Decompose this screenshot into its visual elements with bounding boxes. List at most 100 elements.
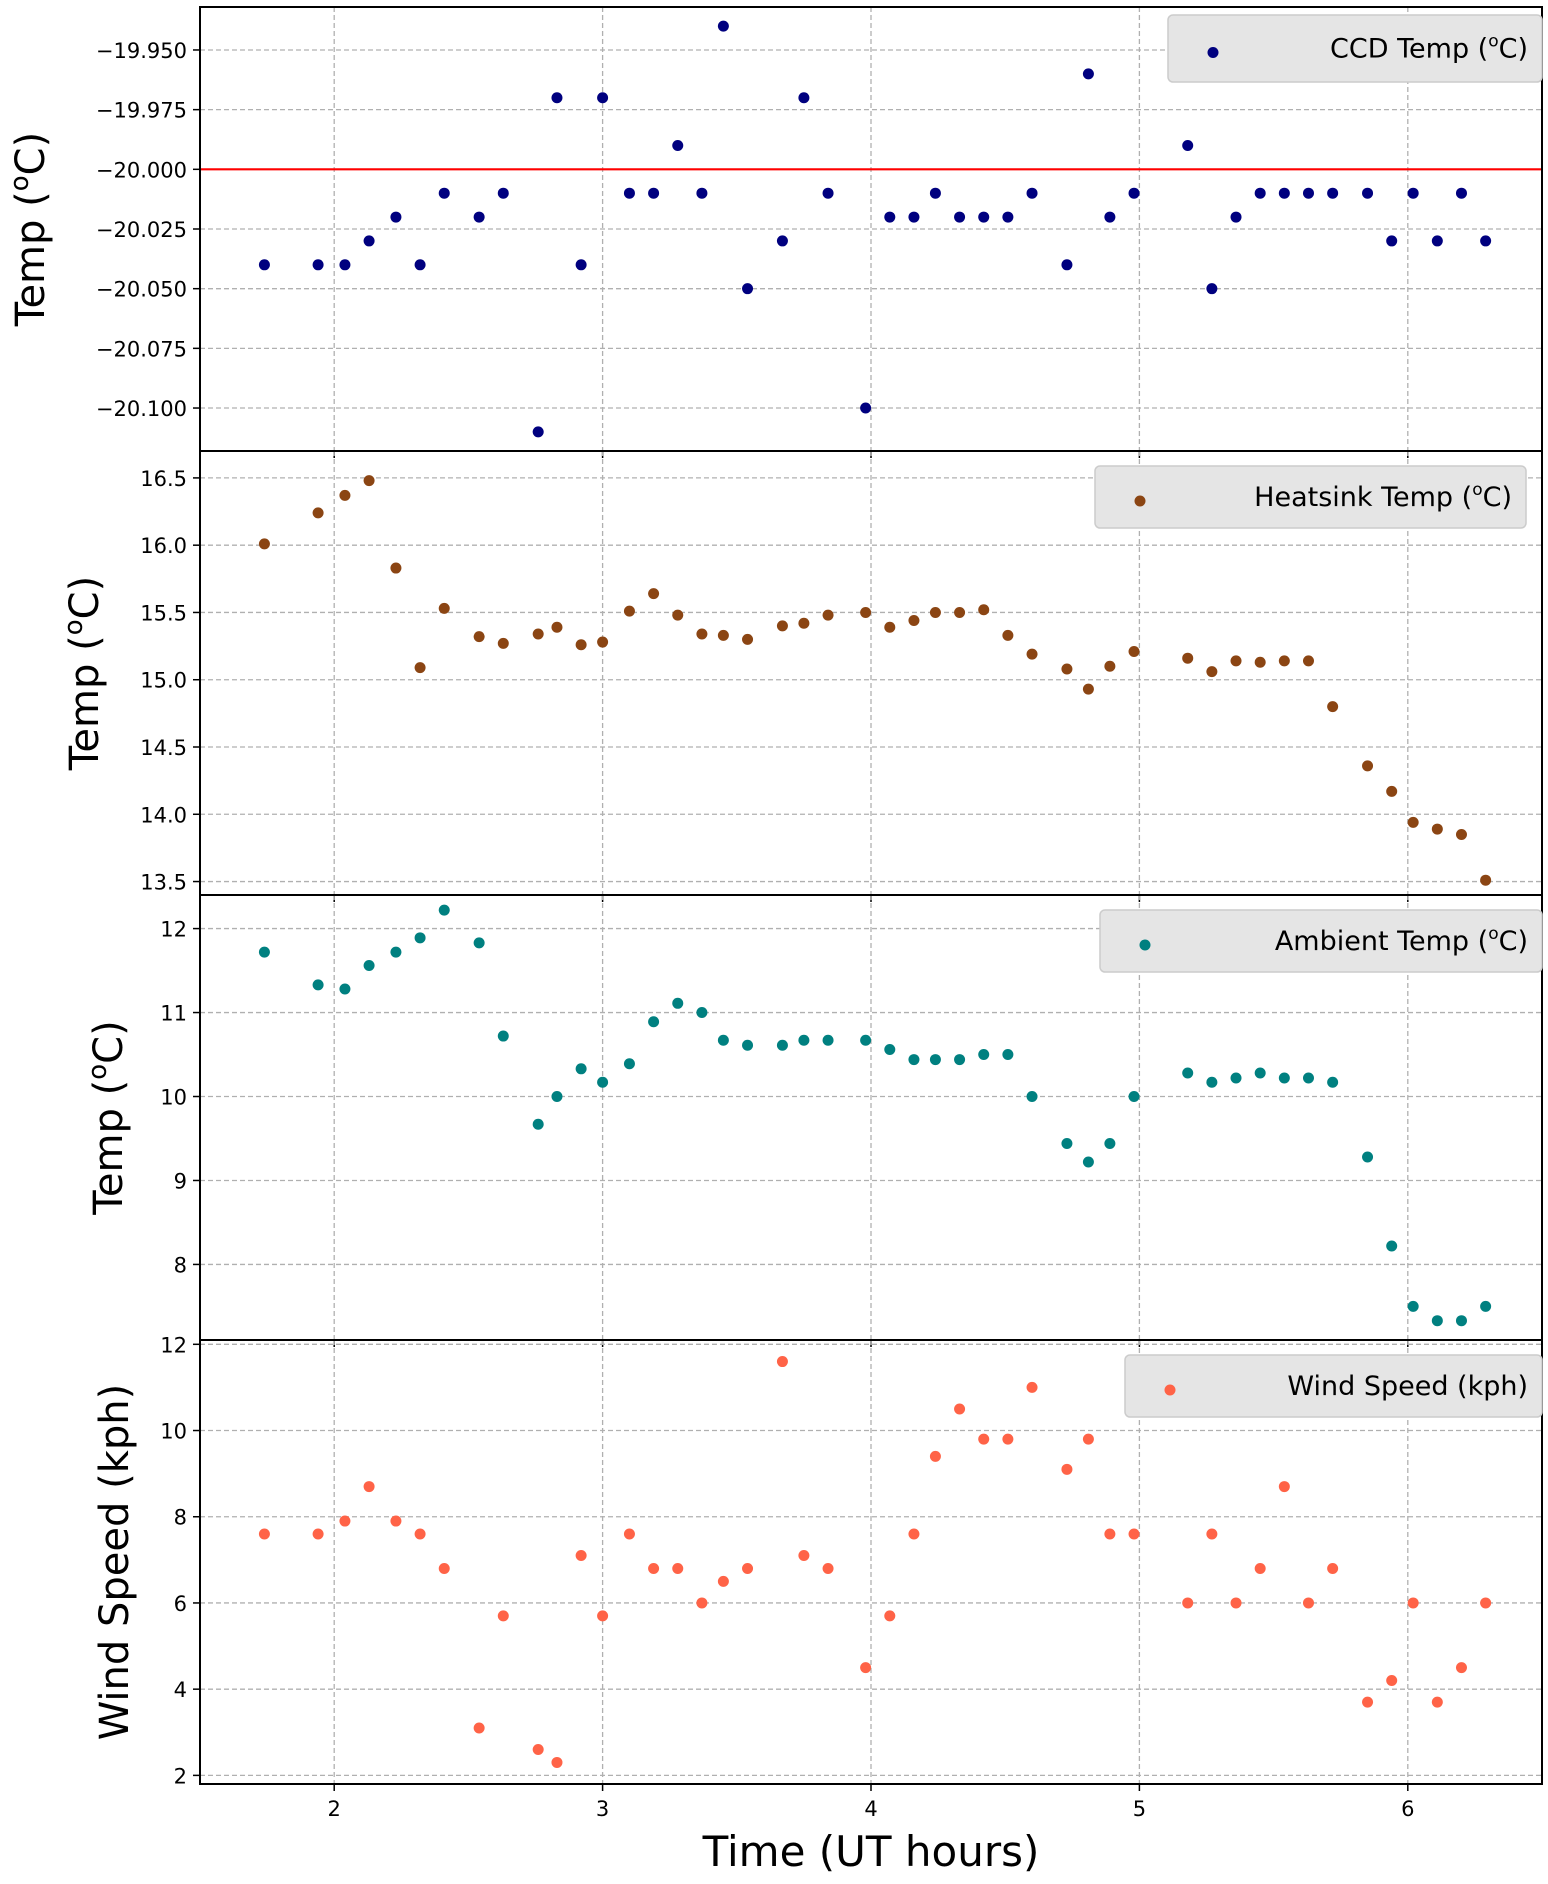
- data-point: [414, 1528, 426, 1540]
- legend-label: CCD Temp (oC): [1330, 32, 1528, 65]
- data-point: [860, 402, 872, 414]
- data-point: [860, 1034, 872, 1046]
- data-point: [1386, 785, 1398, 797]
- data-point: [978, 1433, 990, 1445]
- data-point: [1182, 1067, 1194, 1079]
- data-point: [1302, 1072, 1314, 1084]
- data-point: [822, 187, 834, 199]
- data-point: [1327, 701, 1339, 713]
- y-tick-label: −19.975: [96, 99, 187, 123]
- data-point: [1431, 1696, 1443, 1708]
- y-tick-label: 12: [160, 1333, 187, 1357]
- panel-1: −19.950 −19.975 −20.000 −20.025 −20.050 −20.0…: [5, 6, 1543, 458]
- y-axis-label: Temp (oC): [5, 132, 54, 327]
- data-point: [390, 946, 402, 958]
- data-point: [1230, 1597, 1242, 1609]
- data-point: [258, 1528, 270, 1540]
- data-point: [1026, 1091, 1038, 1103]
- data-point: [1278, 655, 1290, 667]
- data-point: [532, 426, 544, 438]
- y-tick-label: 14.0: [140, 803, 187, 827]
- data-point: [438, 602, 450, 614]
- data-point: [717, 1034, 729, 1046]
- panel-3: 8 9 10 11 12 Ambient Temp (oC) Temp (oC): [83, 894, 1543, 1347]
- data-point: [776, 620, 788, 632]
- data-point: [717, 1575, 729, 1587]
- data-point: [312, 507, 324, 519]
- data-point: [1327, 1562, 1339, 1574]
- data-point: [696, 1007, 708, 1019]
- data-point: [908, 615, 920, 627]
- y-tick-label: 10: [160, 1420, 187, 1444]
- data-point: [1278, 187, 1290, 199]
- y-tick-label: 8: [174, 1253, 187, 1277]
- data-point: [1002, 211, 1014, 223]
- data-point: [908, 211, 920, 223]
- data-point: [1455, 187, 1467, 199]
- y-tick-label: 4: [174, 1678, 187, 1702]
- legend-box: [1167, 14, 1543, 83]
- data-point: [1230, 655, 1242, 667]
- data-point: [884, 621, 896, 633]
- data-point: [390, 1515, 402, 1527]
- data-point: [339, 983, 351, 995]
- data-point: [717, 20, 729, 32]
- x-tick-label: 3: [596, 1797, 609, 1821]
- y-tick-label: −20.025: [96, 218, 187, 242]
- data-point: [497, 187, 509, 199]
- data-point: [798, 1034, 810, 1046]
- data-point: [532, 1744, 544, 1756]
- y-tick-label: 8: [174, 1506, 187, 1530]
- data-point: [438, 187, 450, 199]
- data-point: [929, 1450, 941, 1462]
- data-point: [742, 1562, 754, 1574]
- data-point: [1455, 1315, 1467, 1327]
- y-tick-label: 16.5: [140, 467, 187, 491]
- data-point: [1182, 139, 1194, 151]
- y-tick-label: −19.950: [96, 39, 187, 63]
- data-point: [597, 1076, 609, 1088]
- data-point: [1002, 1049, 1014, 1061]
- data-point: [312, 1528, 324, 1540]
- data-point: [1128, 1528, 1140, 1540]
- data-point: [390, 562, 402, 574]
- y-tick-label: 14.5: [140, 736, 187, 760]
- data-point: [648, 187, 660, 199]
- data-point: [1362, 1151, 1374, 1163]
- legend-marker: [1164, 1384, 1176, 1396]
- data-point: [575, 259, 587, 271]
- data-point: [497, 1030, 509, 1042]
- legend-label: Heatsink Temp (oC): [1254, 480, 1512, 513]
- legend-box: [1094, 465, 1527, 529]
- data-point: [1254, 187, 1266, 199]
- data-point: [1026, 648, 1038, 660]
- data-point: [623, 1528, 635, 1540]
- data-point: [798, 617, 810, 629]
- data-point: [954, 1054, 966, 1066]
- data-point: [860, 1662, 872, 1674]
- data-point: [696, 187, 708, 199]
- data-point: [929, 606, 941, 618]
- data-point: [776, 1356, 788, 1368]
- data-point: [860, 606, 872, 618]
- data-point: [551, 621, 563, 633]
- data-point: [1302, 655, 1314, 667]
- y-tick-label: −20.050: [96, 278, 187, 302]
- data-point: [1206, 283, 1218, 295]
- data-point: [597, 636, 609, 648]
- y-axis-label: Temp (oC): [83, 1020, 132, 1215]
- data-point: [414, 259, 426, 271]
- data-point: [954, 211, 966, 223]
- x-tick-label: 5: [1133, 1797, 1146, 1821]
- data-point: [497, 1610, 509, 1622]
- data-point: [363, 235, 375, 247]
- data-point: [822, 1034, 834, 1046]
- data-point: [575, 1550, 587, 1562]
- data-point: [1327, 1076, 1339, 1088]
- data-point: [1128, 187, 1140, 199]
- data-point: [551, 1756, 563, 1768]
- data-point: [1206, 666, 1218, 678]
- data-point: [648, 1562, 660, 1574]
- data-point: [1480, 1300, 1492, 1312]
